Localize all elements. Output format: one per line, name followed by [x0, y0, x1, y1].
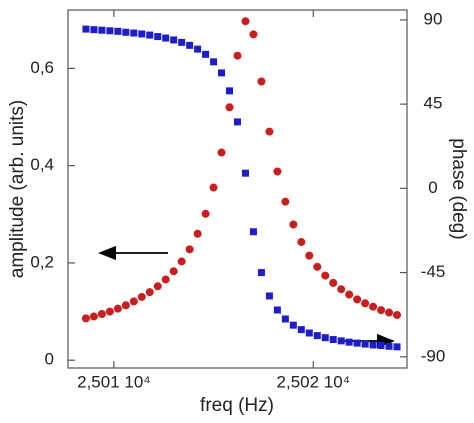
circle-marker — [137, 292, 146, 301]
circle-marker — [161, 275, 170, 284]
square-marker — [234, 118, 241, 126]
x-axis-label: freq (Hz) — [200, 395, 274, 416]
square-marker — [146, 31, 154, 39]
square-marker — [313, 332, 321, 340]
circle-marker — [233, 51, 242, 60]
y-tick-label: 0,2 — [30, 252, 54, 271]
circle-marker — [289, 220, 298, 229]
circle-marker — [297, 238, 306, 247]
circle-marker — [249, 30, 258, 39]
circle-marker — [201, 209, 210, 218]
square-marker — [353, 339, 361, 347]
plot-frame — [67, 9, 408, 369]
circle-marker — [353, 295, 362, 304]
circle-marker — [329, 278, 338, 287]
square-marker — [218, 69, 226, 77]
square-marker — [162, 34, 170, 42]
square-marker — [226, 87, 234, 95]
square-marker — [377, 342, 385, 350]
y-tick-label: 0,4 — [30, 155, 54, 174]
circle-marker — [265, 127, 274, 136]
square-marker — [329, 336, 337, 344]
y-tick-label: 0,6 — [30, 58, 54, 77]
circle-marker — [281, 197, 290, 206]
square-marker — [361, 340, 369, 348]
square-marker — [249, 228, 257, 236]
square-marker — [194, 45, 202, 53]
square-marker — [281, 315, 289, 323]
square-marker — [114, 27, 122, 35]
square-marker — [289, 321, 297, 329]
square-marker — [273, 306, 281, 314]
circle-marker — [225, 103, 234, 112]
circle-marker — [273, 167, 282, 176]
circle-marker — [305, 251, 314, 260]
circle-marker — [385, 308, 394, 317]
circle-marker — [193, 229, 202, 238]
circle-marker — [241, 17, 250, 26]
square-marker — [385, 342, 393, 350]
square-marker — [305, 329, 313, 337]
circle-marker — [393, 310, 402, 319]
square-marker — [186, 41, 194, 49]
circle-marker — [81, 314, 90, 323]
square-marker — [241, 169, 249, 177]
x-tick-label: 2,501 10⁴ — [77, 372, 150, 391]
y-tick-label: 0 — [45, 350, 54, 369]
square-marker — [369, 341, 377, 349]
square-marker — [98, 26, 106, 34]
circle-marker — [321, 271, 330, 280]
square-marker — [138, 30, 146, 38]
circle-marker — [177, 257, 186, 266]
y-axis-label: amplitude (arb. units) — [7, 100, 28, 278]
x-tick-label: 2,502 10⁴ — [277, 372, 350, 391]
circle-marker — [145, 288, 154, 297]
square-marker — [130, 29, 138, 37]
square-marker — [393, 343, 401, 351]
square-marker — [210, 58, 218, 66]
square-marker — [106, 27, 114, 35]
circle-marker — [129, 297, 138, 306]
y2-tick-label: 90 — [424, 9, 443, 28]
square-marker — [90, 26, 98, 34]
y2-tick-label: -90 — [421, 346, 446, 365]
circle-marker — [209, 183, 218, 192]
circle-marker — [113, 304, 122, 313]
circle-marker — [217, 148, 226, 157]
circle-marker — [313, 262, 322, 271]
y2-tick-label: 0 — [428, 178, 437, 197]
circle-marker — [185, 245, 194, 254]
circle-marker — [169, 267, 178, 276]
square-marker — [265, 292, 273, 300]
circle-marker — [345, 290, 354, 299]
square-marker — [82, 25, 90, 33]
circle-marker — [377, 306, 386, 315]
square-marker — [170, 36, 178, 44]
square-marker — [178, 38, 186, 46]
square-marker — [257, 269, 265, 277]
circle-marker — [121, 301, 130, 310]
square-marker — [345, 338, 353, 346]
y2-axis-label: phase (deg) — [448, 138, 469, 239]
circle-marker — [369, 302, 378, 311]
square-marker — [154, 33, 162, 41]
square-marker — [122, 28, 130, 36]
circle-marker — [105, 307, 114, 316]
circle-marker — [361, 299, 370, 308]
square-marker — [337, 337, 345, 345]
y2-tick-label: 45 — [424, 94, 443, 113]
circle-marker — [337, 285, 346, 294]
circle-marker — [257, 77, 266, 86]
circle-marker — [97, 310, 106, 319]
circle-marker — [153, 282, 162, 291]
circle-marker — [89, 312, 98, 321]
square-marker — [202, 50, 210, 58]
square-marker — [321, 334, 329, 342]
square-marker — [297, 326, 305, 334]
y2-tick-label: -45 — [421, 262, 446, 281]
